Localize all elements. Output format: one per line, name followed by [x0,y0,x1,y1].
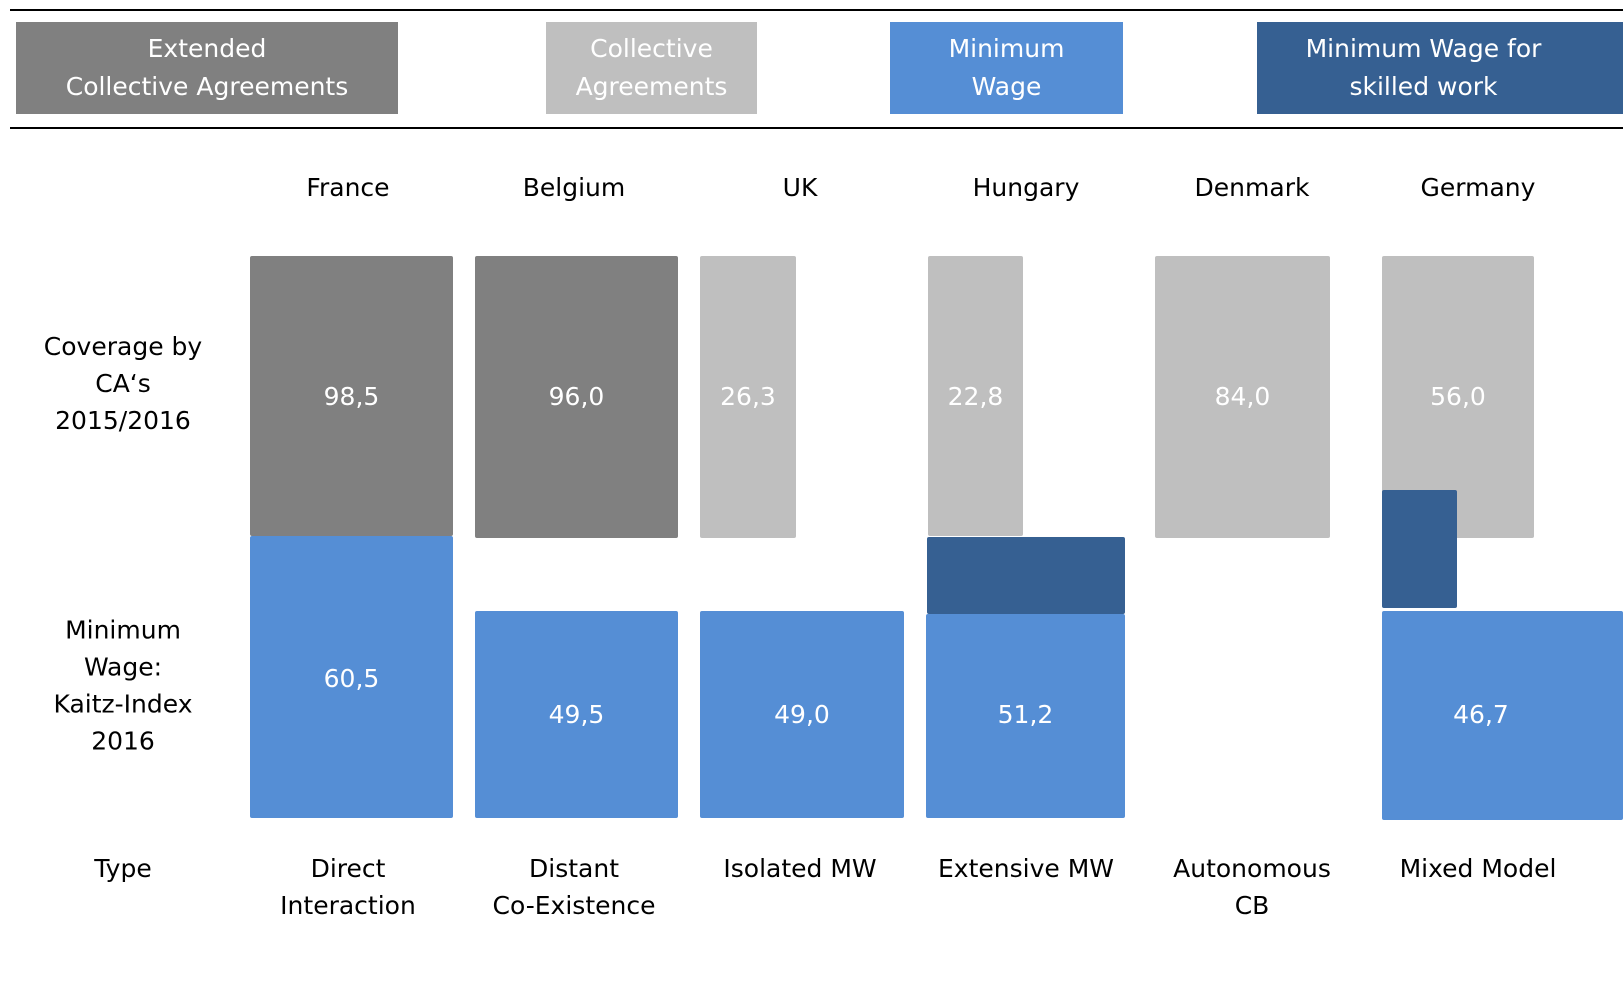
row-label: 2016 [91,727,155,756]
legend-label: Wage [972,72,1042,101]
type-label: Distant [529,854,619,883]
country-name: UK [783,173,818,202]
country-name: France [306,173,389,202]
kaitz-box [1382,611,1623,820]
legend-label: Collective [590,34,713,63]
row-label: 2015/2016 [55,406,191,435]
type-label: Interaction [280,891,416,920]
coverage-value: 22,8 [948,382,1004,411]
skilled-wage-box [927,537,1125,614]
type-label: Isolated MW [723,854,876,883]
legend-label: Minimum Wage for [1306,34,1543,63]
legend-label: skilled work [1349,72,1498,101]
type-label: Extensive MW [938,854,1114,883]
coverage-box [250,256,453,536]
coverage-box [475,256,678,538]
coverage-box [700,256,796,538]
coverage-value: 84,0 [1215,382,1271,411]
legend-label: Collective Agreements [66,72,349,101]
coverage-box [1382,256,1534,538]
coverage-value: 96,0 [549,382,605,411]
type-label: CB [1235,891,1270,920]
legend-box [890,22,1123,114]
type-label: Mixed Model [1400,854,1557,883]
row-label: Wage: [84,653,162,682]
kaitz-box [250,536,453,818]
kaitz-box [700,611,904,818]
row-label: Kaitz-Index [54,690,193,719]
country-name: Germany [1421,173,1536,202]
legend-box [16,22,398,114]
kaitz-box [475,611,678,818]
skilled-wage-box [1382,490,1457,608]
type-label: Autonomous [1173,854,1331,883]
country-name: Belgium [523,173,626,202]
row-label: Minimum [65,616,181,645]
kaitz-box [926,614,1125,818]
row-label: CA‘s [95,369,151,398]
country-name: Hungary [973,173,1080,202]
kaitz-value: 49,5 [549,700,605,729]
coverage-value: 56,0 [1430,382,1486,411]
type-label: Co-Existence [493,891,656,920]
kaitz-value: 46,7 [1453,700,1509,729]
type-label: Direct [311,854,386,883]
legend-label: Agreements [576,72,728,101]
coverage-box [928,256,1023,536]
legend-label: Extended [148,34,267,63]
legend-box [1257,22,1623,114]
row-label: Coverage by [44,332,203,361]
coverage-box [1155,256,1330,538]
kaitz-value: 49,0 [774,700,830,729]
legend-label: Minimum [949,34,1065,63]
kaitz-value: 51,2 [998,700,1054,729]
country-name: Denmark [1195,173,1310,202]
coverage-value: 98,5 [324,382,380,411]
coverage-value: 26,3 [720,382,776,411]
legend-box [546,22,757,114]
row-label: Type [93,854,151,883]
kaitz-value: 60,5 [324,664,380,693]
